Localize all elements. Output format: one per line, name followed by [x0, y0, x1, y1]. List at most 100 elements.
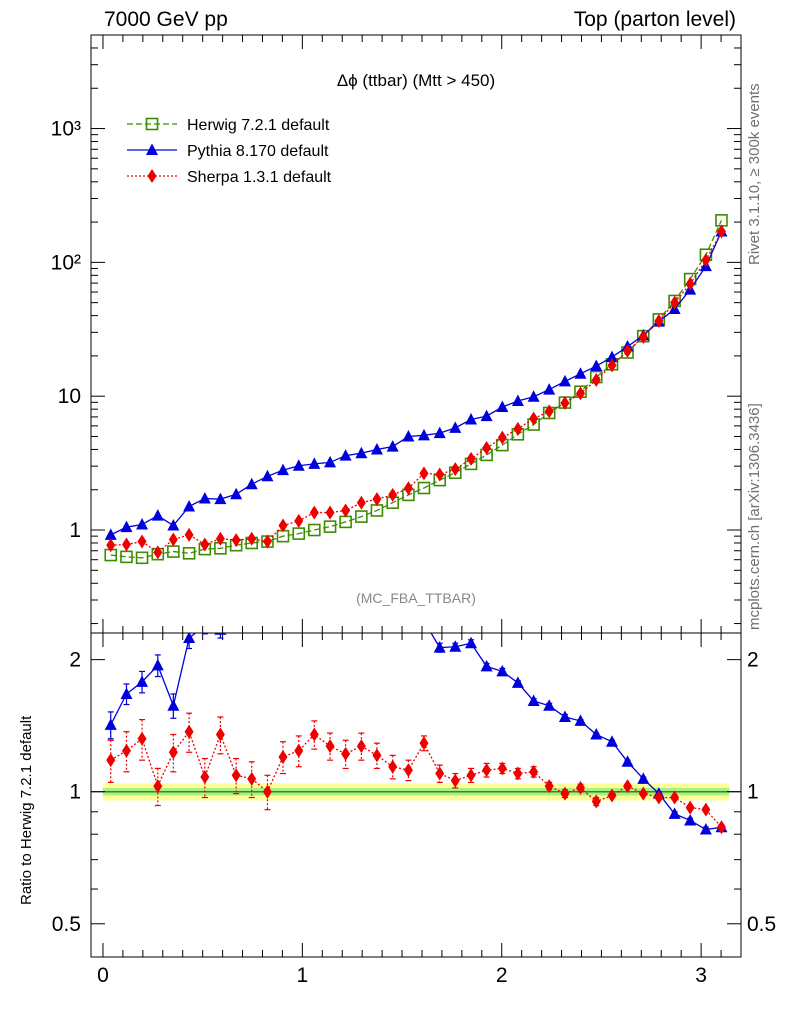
legend-marker — [145, 117, 159, 131]
main-data-point — [339, 449, 352, 461]
main-data-point — [137, 534, 147, 549]
main-data-point — [670, 295, 680, 310]
main-data-point — [701, 253, 711, 268]
ratio-data-point — [590, 728, 603, 740]
ratio-y-tick-label-left: 1 — [69, 781, 81, 804]
ratio-data-point — [591, 794, 601, 809]
ratio-data-point — [340, 568, 352, 580]
ratio-data-point — [341, 746, 351, 761]
main-data-point — [184, 527, 194, 542]
main-data-point — [544, 404, 554, 419]
main-data-point — [465, 412, 478, 425]
main-data-point — [529, 411, 539, 426]
ratio-y-tick-label-right: 0.5 — [747, 913, 776, 936]
main-data-point — [466, 451, 476, 466]
ratio-data-point — [153, 779, 163, 794]
main-data-point — [198, 491, 211, 504]
main-data-point — [513, 421, 523, 436]
ratio-data-point — [450, 773, 460, 788]
main-series-1 — [104, 225, 728, 540]
ratio-data-point — [246, 592, 258, 604]
main-data-point — [245, 477, 258, 490]
ratio-data-point — [277, 569, 289, 581]
ratio-series-line — [110, 633, 722, 831]
ratio-data-point — [527, 694, 540, 706]
main-data-point — [106, 538, 116, 553]
ratio-data-point — [544, 779, 554, 794]
ratio-data-point — [699, 823, 712, 835]
main-data-point — [277, 463, 290, 476]
legend-entry: Pythia 8.170 default — [127, 143, 329, 160]
main-data-point — [590, 359, 603, 372]
main-data-point — [183, 499, 196, 512]
ratio-y-tick-label-left: 0.5 — [52, 913, 81, 936]
main-y-tick-label: 10 — [58, 385, 81, 408]
ratio-data-point — [325, 739, 335, 754]
ratio-data-point — [151, 658, 164, 671]
main-data-point — [151, 509, 164, 521]
ratio-data-point — [513, 766, 523, 781]
ratio-data-point — [623, 779, 633, 794]
legend-entry: Sherpa 1.3.1 default — [127, 169, 332, 186]
ratio-data-point — [575, 780, 585, 795]
main-series-line — [110, 220, 723, 559]
ratio-data-point — [465, 636, 478, 649]
ratio-data-point — [497, 761, 507, 776]
ratio-data-point — [496, 664, 509, 677]
main-data-point — [215, 531, 225, 546]
ratio-data-point — [388, 759, 398, 774]
ratio-data-point — [716, 820, 726, 835]
ratio-y-tick-label-left: 2 — [69, 649, 81, 672]
legend-marker — [146, 143, 158, 155]
main-data-point — [716, 224, 726, 239]
ratio-data-point — [435, 766, 445, 781]
main-data-point — [135, 551, 149, 565]
main-data-point — [247, 531, 257, 546]
legend-marker — [147, 169, 157, 183]
main-data-point — [574, 367, 587, 379]
main-data-point — [182, 546, 196, 560]
ratio-data-point — [558, 710, 571, 723]
ratio-data-point — [167, 699, 180, 711]
ratio-data-point — [309, 727, 319, 742]
ratio-data-point — [324, 575, 336, 587]
main-data-point — [388, 487, 398, 502]
main-data-point — [638, 329, 648, 344]
main-data-point — [623, 343, 633, 358]
main-data-point — [482, 441, 492, 456]
ratio-data-point — [355, 577, 367, 589]
legend-entry: Herwig 7.2.1 default — [127, 117, 330, 134]
ratio-data-point — [356, 739, 366, 754]
main-data-point — [654, 313, 664, 328]
main-data-point — [435, 467, 445, 482]
main-data-point — [308, 457, 321, 469]
main-data-point — [323, 520, 337, 533]
analysis-watermark: (MC_FBA_TTBAR) — [356, 590, 476, 606]
main-data-point — [136, 517, 149, 530]
main-data-point — [153, 545, 163, 560]
ratio-data-point — [262, 784, 272, 799]
ratio-data-point — [308, 568, 320, 580]
ratio-data-point — [574, 714, 587, 726]
main-data-point — [607, 358, 617, 373]
ratio-data-point — [418, 614, 430, 626]
ratio-data-point — [293, 563, 305, 575]
main-data-point — [324, 455, 337, 468]
main-data-point — [308, 523, 321, 537]
ratio-data-point — [121, 743, 131, 758]
ratio-data-point — [294, 743, 304, 758]
main-data-point — [449, 421, 462, 433]
main-data-point — [120, 520, 133, 533]
ratio-data-point — [701, 802, 711, 817]
main-data-point — [558, 374, 571, 387]
ratio-x-tick-label: 0 — [97, 964, 109, 987]
main-data-point — [527, 390, 540, 402]
main-data-point — [450, 462, 460, 477]
ratio-data-point — [372, 748, 382, 763]
ratio-data-point — [106, 753, 116, 768]
ratio-data-point — [230, 618, 242, 630]
main-data-point — [355, 446, 368, 459]
main-data-point — [231, 533, 241, 548]
header-left-label: 7000 GeV pp — [104, 8, 228, 31]
ratio-data-point — [607, 788, 617, 803]
